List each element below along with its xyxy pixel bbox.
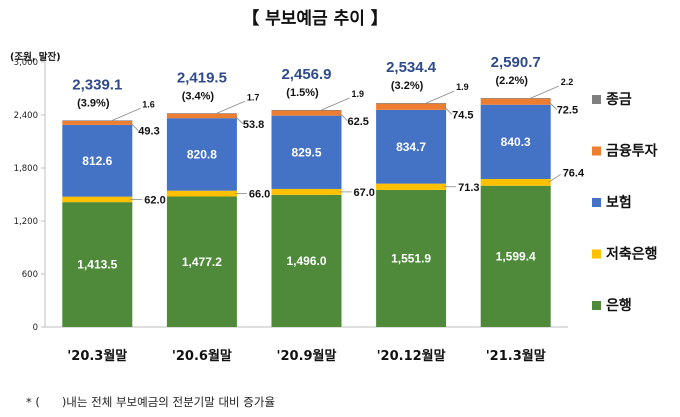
segment-value-label: 72.5 (557, 105, 578, 117)
legend-label: 종금 (606, 92, 632, 108)
leader-line (443, 106, 453, 115)
leader-line (425, 90, 455, 104)
segment-value-label: 1.6 (142, 99, 155, 109)
bar-segment (376, 189, 447, 327)
x-category-label: '21.3월말 (486, 348, 546, 364)
unit-label: (조원, 말잔) (10, 51, 61, 63)
bar-segment (271, 109, 342, 111)
bar-segment (376, 103, 447, 110)
legend-label: 은행 (606, 298, 632, 314)
y-tick-label: 1,800 (14, 164, 38, 174)
leader-line (234, 115, 244, 125)
segment-value-label: 71.3 (458, 182, 479, 194)
growth-rate-label: (3.9%) (77, 97, 110, 109)
y-tick-label: 0 (33, 323, 38, 333)
y-tick-label: 3,000 (14, 58, 38, 68)
bar-segment (62, 202, 133, 327)
x-category-label: '20.6월말 (172, 348, 232, 364)
chart-title: 【 부보예금 추이 】 (242, 8, 388, 29)
total-value-label: 2,419.5 (177, 69, 227, 86)
bar-segment (271, 115, 342, 189)
bars-group: 1,413.5 812.6 62.0 49.3 1.6 (3.9%) 2,339.1 '20.… (62, 54, 585, 364)
bar-segment (480, 98, 551, 105)
segment-value-label: 1.7 (247, 92, 260, 102)
segment-value-label: 49.3 (138, 126, 159, 138)
total-value-label: 2,534.4 (386, 59, 437, 76)
leader-line (130, 122, 139, 131)
bar-segment (480, 104, 551, 179)
total-value-label: 2,339.1 (72, 76, 122, 93)
bar-segment (62, 120, 133, 125)
segment-value-label: 74.5 (452, 110, 473, 122)
segment-value-label: 66.0 (249, 189, 270, 201)
y-tick-label: 1,200 (14, 217, 38, 227)
segment-value-label: 62.0 (144, 194, 165, 206)
segment-value-label: 840.3 (501, 135, 531, 149)
growth-rate-label: (2.2%) (495, 75, 528, 87)
x-category-label: '20.3월말 (67, 348, 127, 364)
segment-value-label: 1,477.2 (182, 255, 222, 269)
bar-segment (62, 124, 133, 197)
bar-segment (480, 185, 551, 327)
segment-value-label: 1,496.0 (286, 254, 326, 268)
bar-segment (271, 110, 342, 116)
segment-value-label: 1.9 (456, 82, 469, 92)
bar-segment (166, 190, 237, 197)
bar-segment (166, 118, 237, 191)
bar-segment (271, 188, 342, 195)
segment-value-label: 829.5 (291, 145, 321, 159)
bar-segment (376, 183, 447, 190)
segment-value-label: 76.4 (563, 167, 585, 179)
legend-label: 보험 (606, 194, 632, 211)
bar-segment (62, 196, 133, 203)
footnote: * ( )내는 전체 부보예금의 전분기말 대비 증가율 (26, 395, 276, 409)
bar-segment (166, 113, 237, 119)
segment-value-label: 67.0 (354, 187, 375, 199)
total-value-label: 2,590.7 (491, 54, 541, 71)
legend-swatch (592, 198, 601, 207)
total-value-label: 2,456.9 (281, 66, 331, 83)
segment-value-label: 2.2 (561, 77, 574, 87)
segment-value-label: 834.7 (396, 140, 426, 154)
leader-line (112, 108, 141, 121)
segment-value-label: 820.8 (187, 147, 217, 161)
segment-value-label: 53.8 (243, 119, 264, 131)
growth-rate-label: (3.2%) (391, 80, 424, 92)
leader-line (216, 100, 246, 114)
bar-segment (376, 103, 447, 104)
bar-segment (166, 113, 237, 114)
segment-value-label: 1,599.4 (496, 249, 536, 263)
bar-segment (166, 196, 237, 327)
bar-segment (271, 194, 342, 327)
bar-segment (62, 120, 133, 121)
leader-line (321, 97, 350, 111)
legend-swatch (592, 95, 601, 104)
legend-swatch (592, 249, 601, 259)
legend-label: 저축은행 (606, 247, 658, 263)
x-category-label: '20.9월말 (277, 348, 337, 364)
leader-line (548, 101, 557, 110)
y-axis-ticks: 0 600 1,200 1,800 2,400 3,000 (14, 58, 45, 333)
growth-rate-label: (1.5%) (286, 87, 319, 99)
growth-rate-label: (3.4%) (182, 90, 215, 102)
bar-segment (376, 109, 447, 184)
segment-value-label: 1,413.5 (77, 258, 117, 272)
segment-value-label: 1,551.9 (391, 251, 431, 265)
segment-value-label: 812.6 (82, 154, 112, 168)
y-tick-label: 2,400 (14, 111, 38, 121)
leader-line (548, 174, 561, 183)
x-category-label: '20.12월말 (377, 348, 446, 364)
bar-segment (480, 178, 551, 186)
y-tick-label: 600 (22, 270, 38, 280)
bar-segment (480, 98, 551, 99)
leader-line (339, 112, 348, 122)
leader-line (530, 85, 559, 99)
segment-value-label: 62.5 (348, 116, 369, 128)
legend-swatch (592, 301, 601, 310)
segment-value-label: 1.9 (352, 89, 365, 99)
legend-label: 금융투자 (606, 144, 658, 160)
legend-swatch (592, 146, 601, 156)
